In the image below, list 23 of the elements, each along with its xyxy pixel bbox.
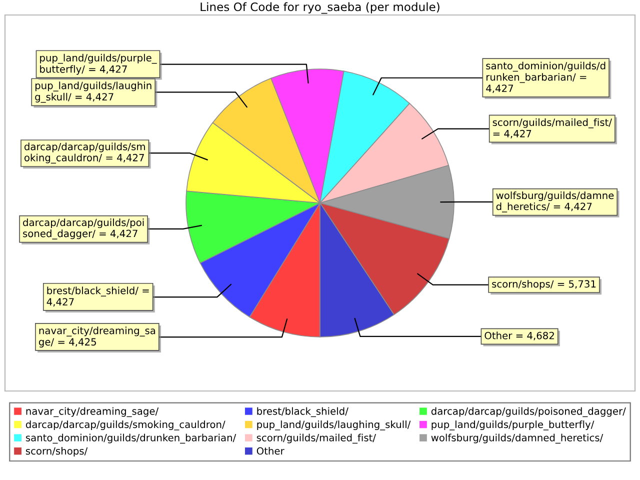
legend-label: Other <box>256 447 284 455</box>
legend-label: pup_land/guilds/laughing_skull/ <box>257 420 411 430</box>
data-label: brest/black_shield/ = 4,427 <box>46 286 149 307</box>
legend-label: santo_dominion/guilds/drunken_barbarian/ <box>26 434 236 444</box>
legend-label: navar_city/dreaming_sage/ <box>26 407 159 418</box>
data-label: pup_land/guilds/purple_butterfly/ = 4,427 <box>40 54 157 75</box>
legend-label: scorn/guilds/mailed_fist/ <box>256 434 376 444</box>
data-label: scorn/shops/ = 5,731 <box>492 280 596 290</box>
data-label: santo_dominion/guilds/drunken_barbarian/ = 4,427 <box>486 62 606 94</box>
legend-label: brest/black_shield/ <box>257 407 348 418</box>
data-label: wolfsburg/guilds/damned_heretics/ = 4,427 <box>496 191 614 212</box>
legend-label: wolfsburg/guilds/damned_heretics/ <box>431 434 604 444</box>
legend-label: pup_land/guilds/purple_butterfly/ <box>432 420 594 430</box>
legend-label: scorn/shops/ <box>26 447 88 457</box>
legend-label: darcap/darcap/guilds/smoking_cauldron/ <box>26 420 226 430</box>
legend-label: darcap/darcap/guilds/poisoned_dagger/ <box>431 407 626 418</box>
data-label: scorn/guilds/mailed_fist/ = 4,427 <box>492 118 612 138</box>
data-label: navar_city/dreaming_sage/ = 4,425 <box>38 326 156 348</box>
chart-title: Lines Of Code for ryo_saeba (per module) <box>200 2 440 14</box>
data-label: pup_land/guilds/laughing_skull/ = 4,427 <box>35 82 152 103</box>
data-label: darcap/darcap/guilds/poisoned_dagger/ = 4,427 <box>23 218 144 240</box>
data-label: darcap/darcap/guilds/smoking_cauldron/ = 4,427 <box>24 142 145 164</box>
data-label: Other = 4,682 <box>484 332 554 340</box>
